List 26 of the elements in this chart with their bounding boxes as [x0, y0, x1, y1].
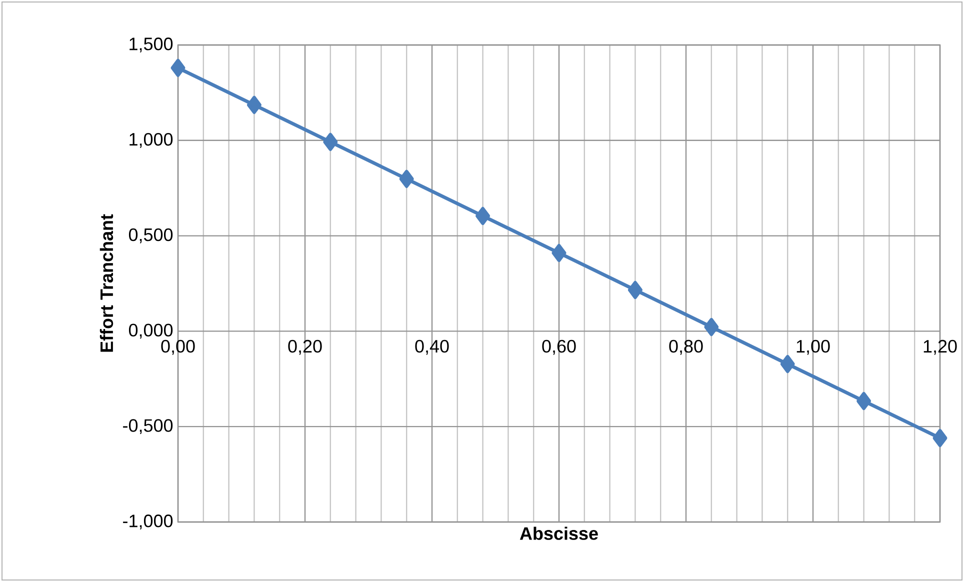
- x-tick-label: 0,20: [288, 340, 322, 355]
- point: [856, 392, 872, 410]
- point: [323, 132, 338, 151]
- y-tick-label: 0,500: [128, 228, 173, 244]
- point: [246, 96, 262, 114]
- point: [476, 206, 490, 226]
- point: [170, 58, 186, 77]
- x-tick-label: 0,00: [161, 340, 195, 355]
- point: [552, 244, 566, 262]
- y-axis-title: Effort Tranchant: [100, 214, 114, 352]
- y-tick-label: 0,000: [128, 324, 173, 339]
- x-axis-title: Abscisse: [520, 526, 598, 540]
- point: [399, 170, 414, 188]
- y-tick-label: 1,500: [130, 38, 173, 52]
- y-tick-label: -1,000: [123, 514, 173, 530]
- point: [780, 354, 795, 374]
- x-tick-label: 1,20: [924, 340, 957, 355]
- point: [628, 280, 642, 300]
- x-tick-label: 0,40: [415, 340, 449, 355]
- point: [704, 318, 719, 336]
- y-tick-label: 1,000: [130, 132, 173, 148]
- y-tick-label: -0,500: [123, 419, 173, 434]
- point: [932, 428, 948, 448]
- x-tick-label: 0,80: [669, 340, 703, 355]
- x-tick-label: 0,60: [542, 340, 576, 355]
- x-tick-label: 1,00: [796, 340, 830, 355]
